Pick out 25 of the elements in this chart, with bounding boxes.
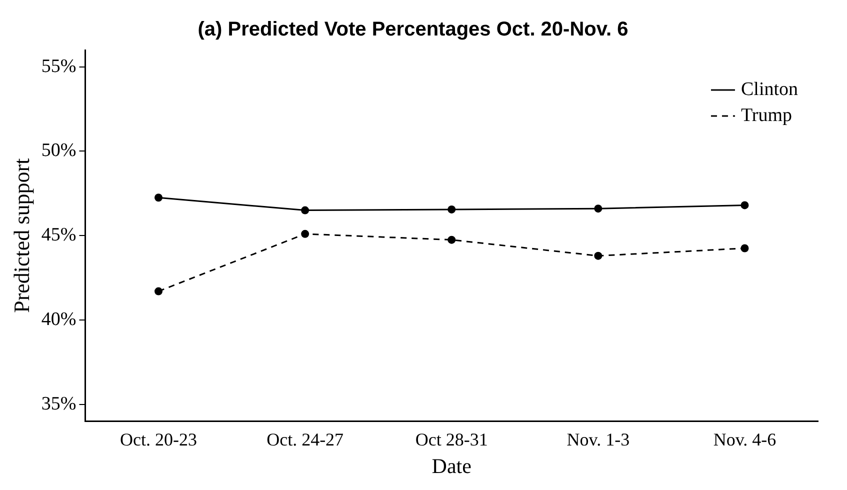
point bbox=[448, 236, 456, 244]
y-tick-label: 55% bbox=[41, 56, 76, 77]
y-tick-label: 50% bbox=[41, 140, 76, 162]
point bbox=[740, 201, 749, 210]
x-axis-title: Date bbox=[432, 454, 472, 478]
legend-label: Clinton bbox=[740, 78, 798, 100]
point bbox=[301, 206, 310, 214]
y-tick-label: 35% bbox=[41, 393, 76, 414]
point bbox=[154, 287, 163, 296]
x-tick-label: Oct. 24-27 bbox=[266, 430, 344, 450]
point bbox=[448, 205, 456, 214]
point bbox=[301, 230, 310, 238]
x-tick-label: Nov. 4-6 bbox=[713, 430, 776, 450]
x-tick-label: Oct 28-31 bbox=[415, 430, 488, 450]
point bbox=[154, 194, 163, 202]
x-tick-label: Oct. 20-23 bbox=[120, 430, 197, 450]
y-tick-label: 45% bbox=[41, 224, 76, 246]
legend-label: Trump bbox=[740, 104, 792, 126]
chart-title: (a) Predicted Vote Percentages Oct. 20-Nov. 6 bbox=[198, 18, 628, 41]
x-tick-label: Nov. 1-3 bbox=[566, 430, 630, 450]
y-axis-title: Predicted support bbox=[8, 158, 34, 313]
point bbox=[594, 252, 602, 260]
point bbox=[740, 244, 749, 252]
y-tick-label: 40% bbox=[41, 308, 76, 330]
point bbox=[594, 204, 602, 213]
